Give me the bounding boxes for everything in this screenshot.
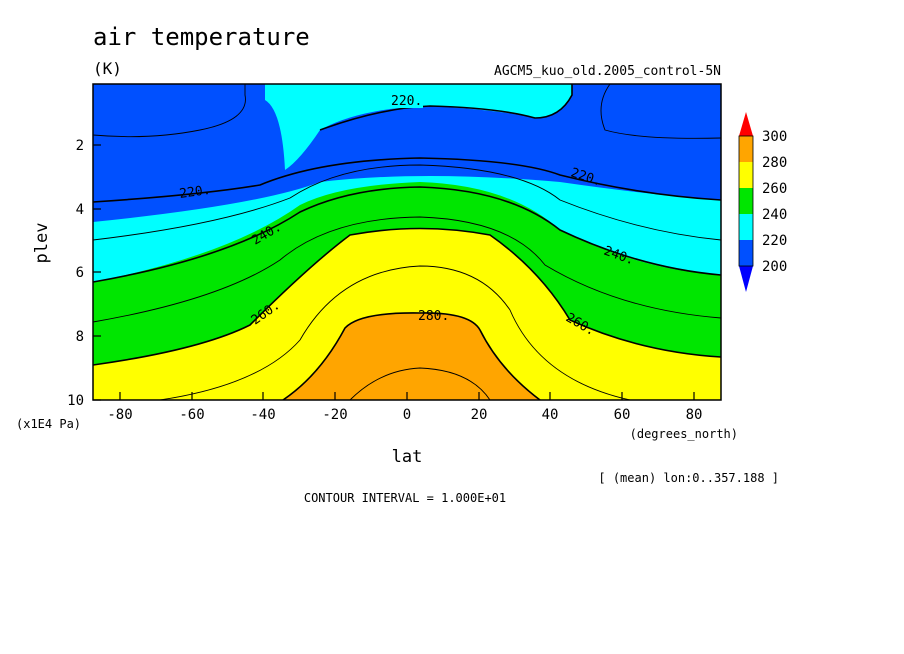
x-tick-label: -40 [250,407,275,423]
dataset-label: AGCM5_kuo_old.2005_control-5N [494,64,721,79]
colorbar-label: 300 [762,129,787,145]
x-tick-label: 20 [471,407,488,423]
contour-line-260 [93,227,721,366]
y-axis-label: plev [32,223,52,264]
contour-line-230 [93,164,721,241]
fill-region-270-290 [283,312,540,400]
y-axis: 2 4 6 8 10 [67,138,101,409]
chart-title: air temperature [93,23,310,51]
colorbar-swatch [739,240,753,266]
colorbar-swatch [739,162,753,188]
contour-labels: 220. 220. 220. 240. 240. 260. 260. 280. [178,92,636,339]
contour-line-250 [93,216,721,323]
colorbar-swatch [739,214,753,240]
x-tick-label: 80 [686,407,703,423]
y-tick-label: 2 [76,138,84,154]
contour-label-220-top: 220. [391,94,422,109]
x-tick-label: -20 [322,407,347,423]
y-tick-label: 6 [76,265,84,281]
colorbar-label: 240 [762,207,787,223]
x-tick-label: 40 [542,407,559,423]
colorbar-swatch [739,188,753,214]
x-tick-label: 60 [614,407,631,423]
colorbar-label: 200 [762,259,787,275]
contour-line-280 [282,312,541,400]
contour-line-220-upper [319,84,573,131]
colorbar-label: 220 [762,233,787,249]
contour-interval-note: CONTOUR INTERVAL = 1.000E+01 [304,491,506,505]
x-tick-label: 0 [403,407,411,423]
x-tick-label: -60 [179,407,204,423]
colorbar: 300 280 260 240 220 200 [738,112,787,292]
colorbar-arrow-bottom [739,266,753,292]
fill-region-210-230-top [265,84,572,170]
y-axis-units: (x1E4 Pa) [16,417,81,431]
contour-line-210-left [93,84,246,138]
colorbar-swatch [739,136,753,162]
x-tick-label: -80 [107,407,132,423]
contour-line-210-right [600,84,721,139]
colorbar-label: 260 [762,181,787,197]
x-axis-units: (degrees_north) [630,427,738,441]
colorbar-label: 280 [762,155,787,171]
y-tick-label: 10 [67,393,84,409]
colorbar-arrow-top [739,112,753,136]
contour-line-290 [349,367,491,400]
contour-label-box [387,92,423,108]
contour-line-270 [159,265,631,400]
chart-units: (K) [93,59,122,78]
colorbar-frame [738,135,754,267]
contour-label-280: 280. [418,309,449,324]
y-tick-label: 8 [76,329,84,345]
x-axis: -80 -60 -40 -20 0 20 40 60 80 [107,392,702,423]
contour-line-220 [93,157,721,203]
mean-note: [ (mean) lon:0..357.188 ] [598,471,779,485]
y-tick-label: 4 [76,202,84,218]
contour-field [93,84,721,400]
x-axis-label: lat [392,447,423,467]
contour-line-240 [93,186,721,283]
contour-label-220-left: 220. [178,183,211,202]
